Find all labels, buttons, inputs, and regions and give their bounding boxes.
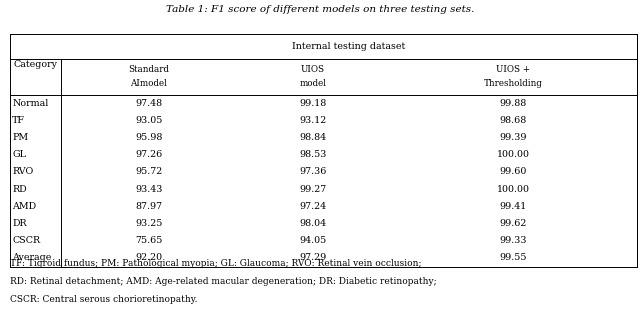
Text: 97.48: 97.48: [135, 99, 163, 108]
Text: PM: PM: [12, 133, 28, 142]
Text: 98.53: 98.53: [300, 150, 326, 159]
Text: RVO: RVO: [12, 167, 33, 176]
Text: 99.60: 99.60: [499, 167, 527, 176]
Text: Standard: Standard: [129, 65, 170, 74]
Text: 93.43: 93.43: [135, 185, 163, 194]
Text: 75.65: 75.65: [135, 236, 163, 245]
Text: model: model: [300, 79, 326, 88]
Text: TF: Tigroid fundus; PM: Pathological myopia; GL: Glaucoma; RVO: Retinal vein occ: TF: Tigroid fundus; PM: Pathological myo…: [10, 259, 421, 268]
Text: 93.05: 93.05: [135, 116, 163, 125]
Text: DR: DR: [12, 219, 27, 228]
Text: 98.84: 98.84: [300, 133, 326, 142]
Text: GL: GL: [12, 150, 26, 159]
Text: 97.36: 97.36: [300, 167, 326, 176]
Text: 93.12: 93.12: [300, 116, 326, 125]
Text: 99.18: 99.18: [300, 99, 326, 108]
Text: 99.55: 99.55: [499, 254, 527, 262]
Text: 97.29: 97.29: [300, 254, 326, 262]
Text: TF: TF: [12, 116, 25, 125]
Text: 93.25: 93.25: [135, 219, 163, 228]
Text: 95.72: 95.72: [135, 167, 163, 176]
Text: 99.88: 99.88: [499, 99, 527, 108]
Text: AMD: AMD: [12, 202, 36, 211]
Text: 99.33: 99.33: [499, 236, 527, 245]
Text: RD: Retinal detachment; AMD: Age-related macular degeneration; DR: Diabetic reti: RD: Retinal detachment; AMD: Age-related…: [10, 277, 436, 286]
Text: Thresholding: Thresholding: [484, 79, 543, 88]
Text: 97.26: 97.26: [135, 150, 163, 159]
Text: 98.68: 98.68: [499, 116, 527, 125]
Text: 99.39: 99.39: [499, 133, 527, 142]
Text: 99.27: 99.27: [300, 185, 326, 194]
Text: Category: Category: [13, 60, 58, 69]
Text: Normal: Normal: [12, 99, 49, 108]
Text: Table 1: F1 score of different models on three testing sets.: Table 1: F1 score of different models on…: [166, 5, 474, 14]
Text: 100.00: 100.00: [497, 150, 529, 159]
Text: Average: Average: [12, 254, 52, 262]
Text: CSCR: CSCR: [12, 236, 40, 245]
Text: 87.97: 87.97: [135, 202, 163, 211]
Text: 98.04: 98.04: [300, 219, 326, 228]
Text: UIOS +: UIOS +: [496, 65, 530, 74]
Text: 99.41: 99.41: [499, 202, 527, 211]
Text: RD: RD: [12, 185, 27, 194]
Text: 100.00: 100.00: [497, 185, 529, 194]
Text: 97.24: 97.24: [300, 202, 326, 211]
Text: 99.62: 99.62: [499, 219, 527, 228]
Text: 94.05: 94.05: [300, 236, 326, 245]
Text: CSCR: Central serous chorioretinopathy.: CSCR: Central serous chorioretinopathy.: [10, 295, 197, 304]
Text: Internal testing dataset: Internal testing dataset: [292, 42, 406, 51]
Text: AImodel: AImodel: [131, 79, 167, 88]
Text: 95.98: 95.98: [135, 133, 163, 142]
Text: 92.20: 92.20: [135, 254, 163, 262]
Text: UIOS: UIOS: [301, 65, 325, 74]
